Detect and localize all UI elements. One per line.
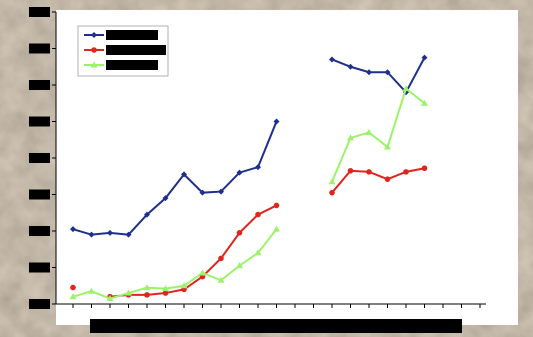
series-2-point-8	[199, 269, 206, 276]
series-0-point-8	[199, 189, 206, 196]
series-1-point-15	[329, 189, 335, 196]
legend-marker-2	[90, 61, 98, 68]
y-tick-label-7	[29, 43, 50, 54]
series-0-point-5	[144, 211, 150, 218]
series-0-point-10	[236, 169, 243, 176]
series-0-point-3	[107, 229, 113, 236]
series-1-point-20	[421, 165, 428, 172]
series-0-point-16	[347, 63, 354, 70]
series-2-point-6	[162, 285, 169, 292]
series-2-point-5	[143, 284, 151, 291]
series-2-point-12	[273, 225, 280, 232]
series-1-point-18	[384, 176, 391, 182]
series-2-point-16	[347, 134, 354, 141]
series-2-point-15	[328, 178, 336, 185]
series-0-point-20	[421, 54, 428, 61]
y-tick-label-6	[29, 80, 50, 90]
series-2-point-9	[217, 276, 225, 283]
series-0-line	[331, 57, 426, 95]
y-tick-label-0	[29, 299, 50, 309]
series-1-point-17	[366, 169, 372, 175]
series-2-point-2	[88, 287, 95, 294]
series-2-point-18	[384, 143, 391, 150]
legend-label-1	[106, 45, 166, 55]
series-2-point-17	[365, 128, 373, 135]
series-layer	[69, 54, 428, 302]
series-1-line	[109, 204, 277, 298]
legend-label-2	[106, 60, 158, 70]
series-0-point-6	[162, 195, 169, 202]
y-tick-label-5	[29, 116, 50, 127]
series-1-point-1	[70, 284, 76, 291]
series-1-point-6	[162, 290, 169, 296]
y-tick-label-3	[29, 189, 50, 200]
legend-label-0	[106, 30, 158, 40]
series-1-point-9	[218, 255, 224, 262]
series-2-line	[72, 228, 278, 300]
legend-marker-1	[91, 47, 97, 53]
series-2	[69, 85, 428, 302]
legend-marker-0	[91, 32, 97, 38]
series-0-point-17	[366, 69, 372, 76]
axes	[52, 11, 486, 305]
y-axis-tick-labels	[29, 7, 50, 309]
series-1-point-12	[273, 202, 280, 209]
series-0-point-18	[384, 69, 391, 76]
series-2-point-4	[125, 289, 132, 296]
legend-entries	[84, 30, 166, 70]
y-tick-label-8	[29, 7, 50, 17]
series-0-point-15	[329, 56, 335, 63]
series-2-point-11	[254, 249, 262, 256]
series-2-point-7	[180, 282, 188, 289]
series-1-line	[331, 167, 425, 194]
series-0	[70, 54, 428, 238]
series-2-point-10	[236, 262, 243, 269]
y-tick-label-2	[29, 226, 50, 236]
series-2-point-19	[402, 85, 410, 92]
series-1-point-5	[144, 292, 150, 298]
series-0-point-11	[255, 164, 261, 171]
series-2-point-3	[106, 295, 114, 302]
series-0-point-7	[181, 171, 187, 178]
legend	[77, 25, 169, 77]
series-1-point-16	[347, 167, 354, 174]
series-0-line	[72, 121, 278, 236]
y-tick-label-1	[29, 262, 50, 273]
series-2-point-1	[69, 293, 77, 300]
series-0-point-4	[125, 231, 132, 238]
series-0-point-9	[218, 188, 224, 195]
series-1-point-11	[255, 211, 261, 218]
series-2-point-20	[421, 99, 428, 106]
series-0-point-2	[88, 231, 95, 238]
x-axis-ticks	[72, 304, 481, 308]
redacted-x-axis-label	[90, 319, 462, 333]
series-0-point-12	[273, 118, 280, 125]
y-tick-label-4	[29, 153, 50, 163]
series-0-point-1	[70, 226, 76, 233]
series-1-point-19	[403, 169, 409, 175]
series-1-point-10	[236, 230, 243, 236]
